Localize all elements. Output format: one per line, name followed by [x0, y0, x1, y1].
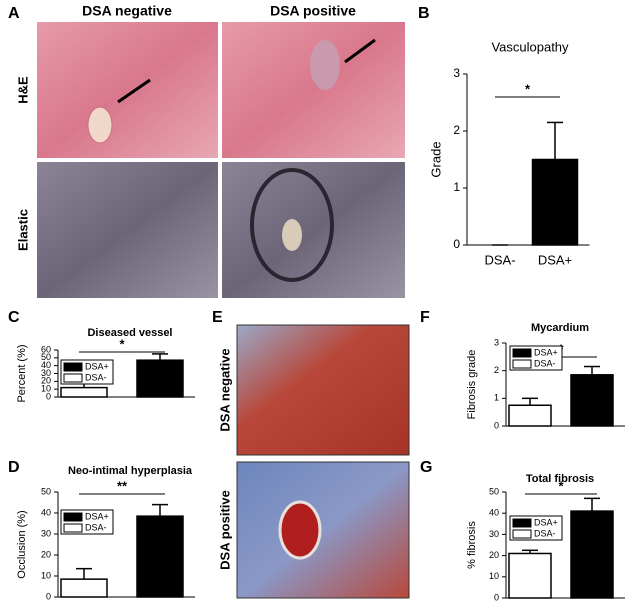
bar — [531, 158, 579, 246]
y-tick-label: 10 — [41, 384, 51, 394]
bar — [60, 578, 108, 598]
y-tick-label: 40 — [41, 507, 51, 517]
y-tick-label: 1 — [453, 180, 460, 194]
significance-mark: ** — [117, 478, 128, 493]
y-axis-label: Percent (%) — [16, 344, 28, 402]
legend-label: DSA- — [85, 522, 107, 532]
vessel — [278, 500, 322, 560]
bar — [508, 552, 552, 599]
vessel — [87, 106, 113, 144]
legend-label: DSA+ — [85, 511, 109, 521]
legend-swatch — [512, 359, 532, 369]
y-tick-label: 40 — [41, 360, 51, 370]
y-tick-label: 0 — [453, 237, 460, 251]
y-axis-label: % fibrosis — [466, 521, 478, 569]
panel-label: E — [212, 309, 223, 326]
x-tick-label: DSA+ — [538, 252, 572, 267]
legend-swatch — [63, 523, 83, 533]
panel-label: F — [420, 309, 430, 326]
arrow — [117, 78, 151, 104]
significance-mark: * — [525, 81, 531, 96]
legend-swatch — [512, 518, 532, 528]
panel-label: A — [8, 5, 20, 22]
micrographs-e — [236, 324, 410, 599]
vessel — [310, 40, 340, 90]
y-tick-label: 0 — [494, 420, 499, 430]
y-axis-label: Fibrosis grade — [466, 350, 478, 420]
bar — [570, 510, 614, 599]
row-label: Elastic — [15, 209, 30, 251]
y-tick-label: 60 — [41, 344, 51, 354]
y-tick-label: 3 — [494, 337, 499, 347]
bar — [570, 374, 614, 427]
chart-title: Diseased vessel — [87, 327, 172, 339]
trichrome-negative-image — [236, 324, 410, 456]
y-tick-label: 0 — [494, 592, 499, 602]
y-tick-label: 1 — [494, 393, 499, 403]
legend-swatch — [512, 529, 532, 539]
y-tick-label: 50 — [489, 486, 499, 496]
y-tick-label: 3 — [453, 66, 460, 80]
y-tick-label: 10 — [41, 570, 51, 580]
chart-title: Vasculopathy — [491, 39, 569, 54]
legend-label: DSA- — [534, 528, 556, 538]
legend-label: DSA+ — [85, 361, 109, 371]
he-negative-image — [37, 22, 218, 158]
y-tick-label: 50 — [41, 486, 51, 496]
panel-label: B — [418, 5, 430, 22]
significance-mark: * — [558, 478, 564, 493]
column-header: DSA positive — [270, 3, 356, 19]
legend-swatch — [512, 348, 532, 358]
y-tick-label: 0 — [46, 591, 51, 601]
arrow — [344, 38, 376, 64]
panel-label: C — [8, 309, 20, 326]
y-tick-label: 20 — [41, 549, 51, 559]
y-tick-label: 2 — [494, 365, 499, 375]
x-tick-label: DSA- — [484, 252, 515, 267]
panel-label: D — [8, 459, 20, 476]
he-positive-image — [222, 22, 405, 158]
bar — [136, 515, 184, 598]
legend-label: DSA- — [85, 372, 107, 382]
row-label: DSA negative — [217, 348, 232, 431]
row-label: DSA positive — [217, 490, 232, 570]
y-tick-label: 30 — [41, 528, 51, 538]
legend-swatch — [63, 362, 83, 372]
micrographs-a — [37, 22, 405, 298]
chart-title: Mycardium — [531, 322, 589, 334]
legend-label: DSA+ — [534, 347, 558, 357]
y-tick-label: 20 — [41, 376, 51, 386]
y-axis-label: Grade — [428, 141, 443, 177]
y-tick-label: 10 — [489, 571, 499, 581]
y-tick-label: 30 — [41, 368, 51, 378]
row-label: H&E — [15, 76, 30, 104]
panel-label: G — [420, 459, 432, 476]
significance-mark: * — [119, 336, 125, 351]
y-tick-label: 30 — [489, 529, 499, 539]
trichrome-positive-image — [236, 461, 410, 599]
y-tick-label: 0 — [46, 391, 51, 401]
y-tick-label: 20 — [489, 550, 499, 560]
legend-swatch — [63, 512, 83, 522]
bar — [136, 359, 184, 398]
bar — [60, 386, 108, 398]
chart-title: Total fibrosis — [526, 473, 594, 485]
elastic-positive-image — [222, 162, 405, 298]
y-axis-label: Occlusion (%) — [16, 510, 28, 578]
vessel — [250, 168, 334, 282]
column-header: DSA negative — [82, 3, 172, 19]
y-tick-label: 50 — [41, 352, 51, 362]
chart-title: Neo-intimal hyperplasia — [68, 465, 193, 477]
y-tick-label: 2 — [453, 123, 460, 137]
legend-label: DSA+ — [534, 517, 558, 527]
elastic-negative-image — [37, 162, 218, 298]
y-tick-label: 40 — [489, 508, 499, 518]
bar — [508, 404, 552, 427]
legend-swatch — [63, 373, 83, 383]
vessel — [282, 219, 302, 251]
legend-label: DSA- — [534, 358, 556, 368]
